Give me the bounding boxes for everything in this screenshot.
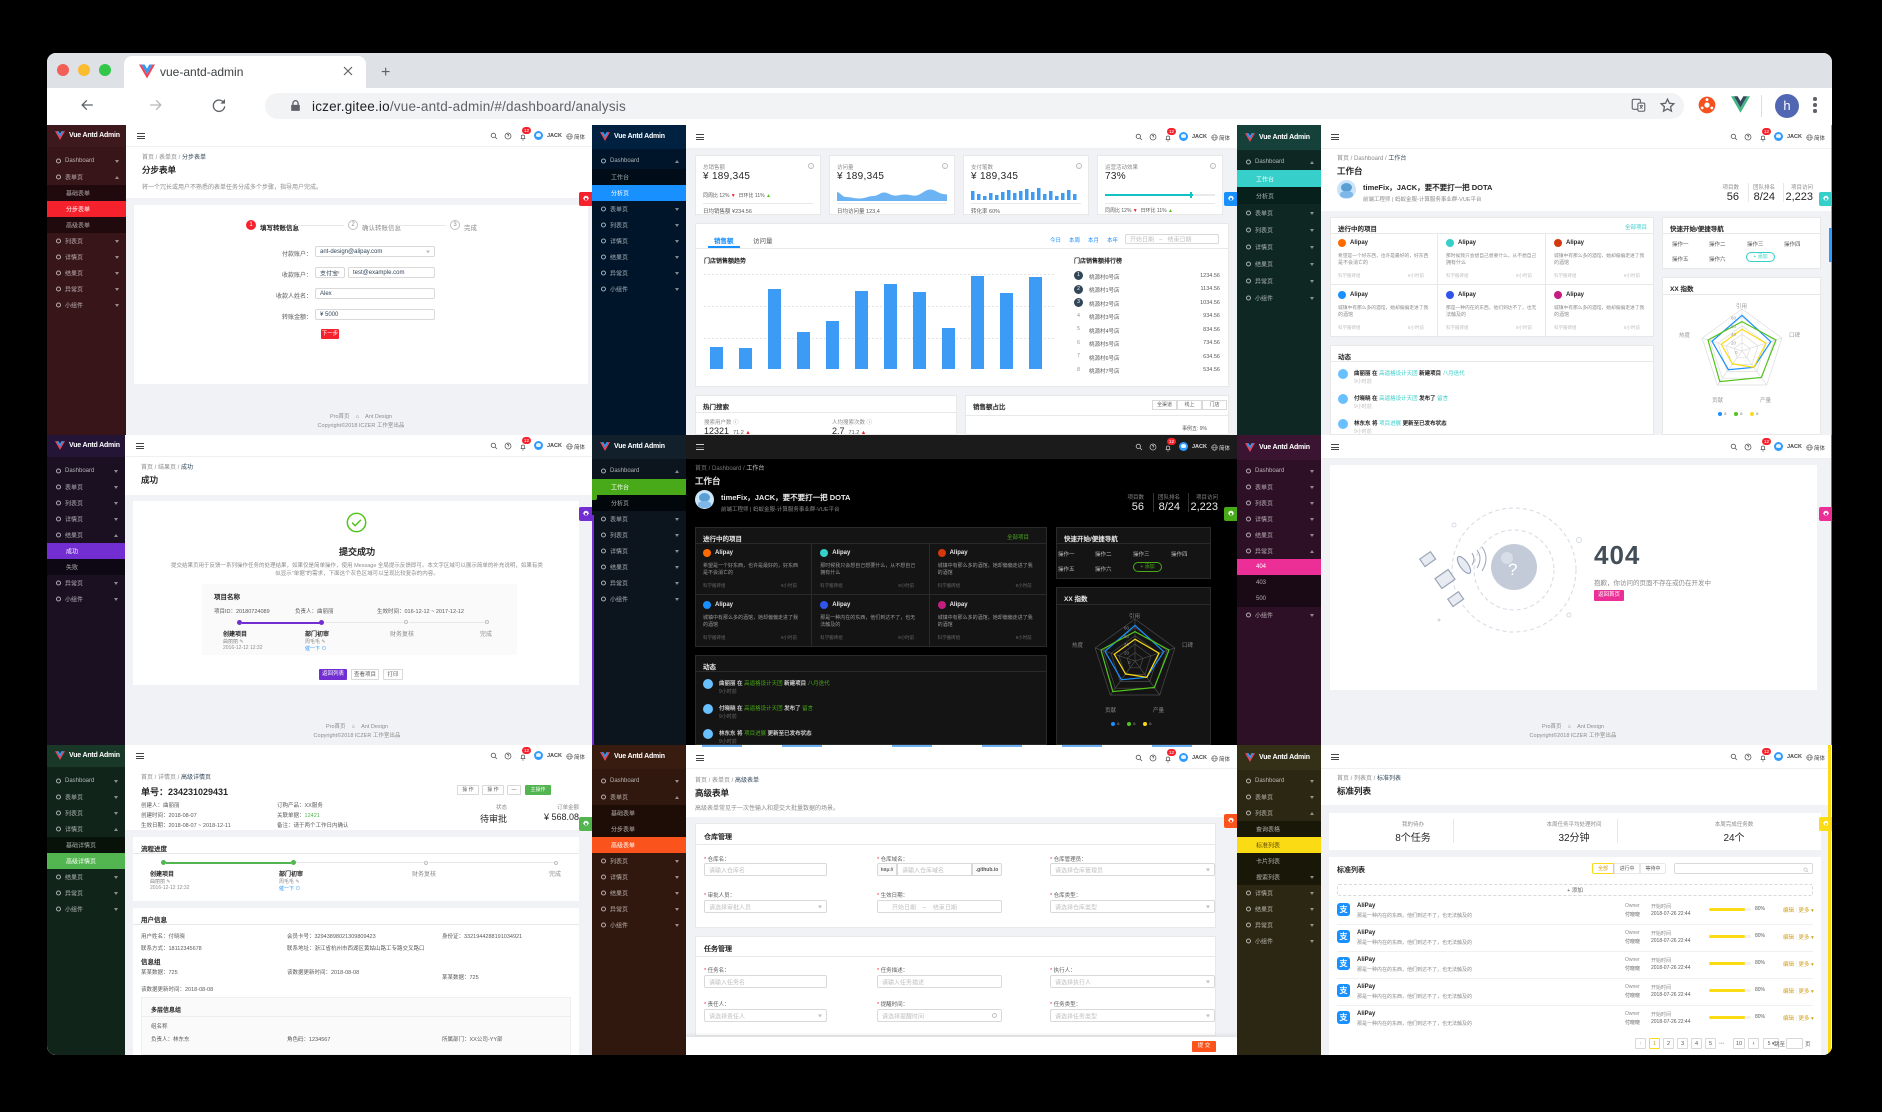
svg-text:80: 80	[1731, 315, 1737, 320]
svg-text:产量: 产量	[1153, 706, 1165, 714]
svg-text:热度: 热度	[1679, 331, 1691, 339]
svg-text:40: 40	[1124, 642, 1130, 647]
svg-text:?: ?	[1508, 560, 1517, 579]
svg-text:口碑: 口碑	[1182, 641, 1194, 649]
svg-text:0: 0	[1735, 350, 1738, 355]
svg-text:产量: 产量	[1760, 396, 1772, 404]
svg-text:引用: 引用	[1129, 612, 1140, 620]
svg-text:0: 0	[1128, 660, 1131, 665]
svg-text:热度: 热度	[1072, 641, 1084, 649]
svg-text:80: 80	[1124, 625, 1130, 630]
svg-text:20: 20	[1731, 341, 1737, 346]
svg-text:贡献: 贡献	[1712, 396, 1724, 404]
svg-text:60: 60	[1731, 324, 1737, 329]
svg-text:40: 40	[1731, 332, 1737, 337]
svg-text:60: 60	[1124, 634, 1130, 639]
svg-text:口碑: 口碑	[1789, 331, 1801, 339]
svg-text:贡献: 贡献	[1105, 706, 1117, 714]
svg-text:引用: 引用	[1736, 302, 1747, 310]
svg-text:20: 20	[1124, 651, 1130, 656]
